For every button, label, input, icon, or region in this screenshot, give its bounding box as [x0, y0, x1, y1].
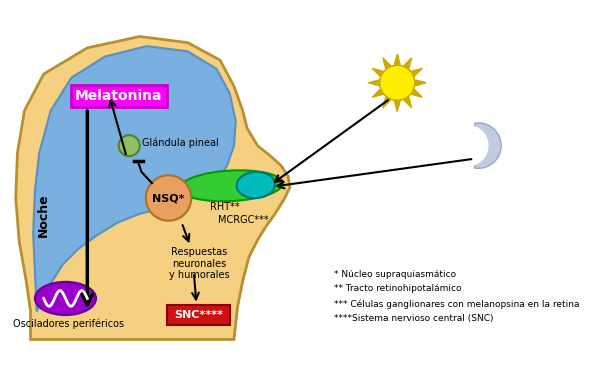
Polygon shape [412, 89, 422, 97]
Ellipse shape [180, 170, 283, 201]
Text: Glándula pineal: Glándula pineal [142, 138, 219, 148]
Circle shape [380, 65, 415, 100]
Text: RHT**: RHT** [209, 202, 239, 212]
Text: Melatonina: Melatonina [75, 89, 163, 103]
Polygon shape [383, 97, 391, 108]
Text: * Núcleo supraquiasmático: * Núcleo supraquiasmático [334, 270, 455, 279]
FancyBboxPatch shape [71, 85, 167, 107]
Circle shape [119, 135, 140, 156]
Polygon shape [373, 89, 383, 97]
Polygon shape [415, 80, 426, 86]
Text: Osciladores periféricos: Osciladores periféricos [13, 318, 124, 329]
Polygon shape [404, 97, 412, 108]
Circle shape [380, 65, 415, 100]
Text: *** Células ganglionares con melanopsina en la retina: *** Células ganglionares con melanopsina… [334, 299, 579, 309]
Polygon shape [368, 80, 379, 86]
Ellipse shape [35, 282, 96, 315]
Polygon shape [394, 101, 400, 111]
Text: ****Sistema nervioso central (SNC): ****Sistema nervioso central (SNC) [334, 314, 493, 323]
Polygon shape [412, 68, 422, 76]
Text: Noche: Noche [37, 194, 50, 237]
Polygon shape [394, 54, 400, 65]
Text: ** Tracto retinohipotalámico: ** Tracto retinohipotalámico [334, 284, 461, 293]
Circle shape [146, 175, 191, 221]
Polygon shape [383, 58, 391, 69]
Text: NSQ*: NSQ* [152, 193, 185, 203]
Text: Respuestas
neuronales
y humorales: Respuestas neuronales y humorales [169, 247, 229, 280]
Polygon shape [33, 46, 236, 311]
Ellipse shape [236, 172, 275, 198]
FancyBboxPatch shape [167, 306, 230, 325]
Polygon shape [16, 37, 290, 339]
Circle shape [448, 126, 488, 166]
Polygon shape [373, 68, 383, 76]
Wedge shape [475, 123, 501, 168]
Polygon shape [404, 58, 412, 69]
Text: SNC****: SNC**** [174, 310, 223, 320]
Text: MCRGC***: MCRGC*** [218, 215, 269, 225]
